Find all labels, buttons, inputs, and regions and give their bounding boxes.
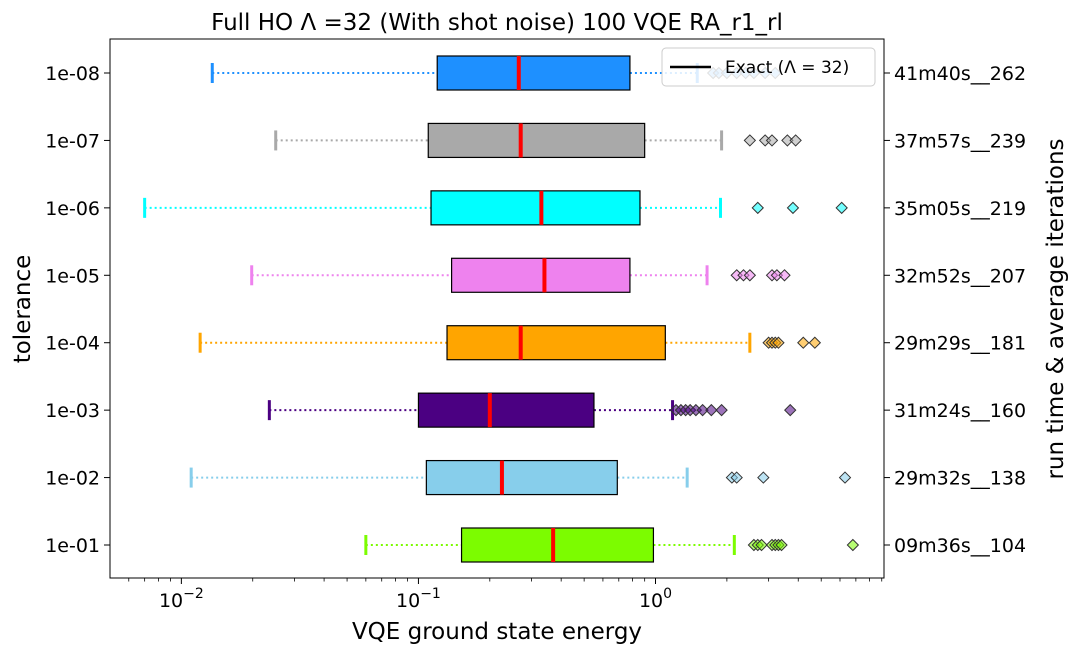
outlier-point xyxy=(775,538,788,552)
outlier-point xyxy=(808,336,822,349)
box-group xyxy=(364,527,860,563)
box-group xyxy=(274,122,802,159)
x-tick-label: 10−2 xyxy=(159,586,204,612)
box-group xyxy=(198,325,822,361)
box-group xyxy=(143,190,848,226)
x-axis: 10−2 10−1 100 xyxy=(128,578,883,612)
outlier-point xyxy=(757,471,770,484)
y-axis-label: tolerance xyxy=(10,255,36,364)
box-iqr xyxy=(425,459,618,496)
box-iqr xyxy=(436,55,631,91)
outlier-point xyxy=(781,134,794,147)
outlier-point xyxy=(765,134,779,147)
y-right-tick-label: 35m05s__219 xyxy=(894,198,1026,220)
outlier-point xyxy=(835,201,848,215)
y-tick-label: 1e-02 xyxy=(45,468,100,490)
outlier-point xyxy=(846,538,860,552)
outlier-point xyxy=(743,269,757,282)
plot-frame xyxy=(109,38,885,579)
x-tick-label: 10−1 xyxy=(396,586,441,612)
box-iqr xyxy=(446,325,666,361)
outlier-point xyxy=(784,403,797,417)
box-group xyxy=(250,257,791,293)
y-tick-label: 1e-01 xyxy=(45,535,100,557)
outlier-point xyxy=(797,336,810,349)
plot-area xyxy=(143,55,860,563)
outlier-point xyxy=(715,403,728,417)
legend-label: Exact (Λ = 32) xyxy=(725,58,849,78)
y-axis-left: 1e-08 1e-07 1e-06 1e-05 1e-04 1e-03 1e-02 1e-01 xyxy=(45,63,110,557)
y-axis-right: 41m40s__262 37m57s__239 35m05s__219 32m52s_… xyxy=(884,63,1026,557)
y-tick-label: 1e-07 xyxy=(45,130,100,152)
outlier-point xyxy=(696,403,709,417)
y-right-tick-label: 09m36s__104 xyxy=(894,535,1026,557)
outlier-point xyxy=(778,269,791,282)
legend-frame xyxy=(661,47,876,87)
y-right-tick-label: 31m24s__160 xyxy=(894,400,1026,422)
y-tick-label: 1e-04 xyxy=(45,333,100,355)
box-iqr xyxy=(451,257,631,293)
y-axis-label-right: run time & average iterations xyxy=(1043,138,1069,479)
y-tick-label: 1e-05 xyxy=(45,265,100,287)
box-iqr xyxy=(460,527,655,563)
y-right-tick-label: 29m29s__181 xyxy=(894,333,1026,355)
y-right-tick-label: 37m57s__239 xyxy=(894,130,1026,152)
outlier-point xyxy=(730,471,743,484)
y-right-tick-label: 32m52s__207 xyxy=(894,265,1026,287)
outlier-point xyxy=(772,336,785,349)
y-tick-label: 1e-06 xyxy=(45,198,100,220)
box-iqr xyxy=(430,190,641,226)
y-right-tick-label: 41m40s__262 xyxy=(894,63,1026,85)
x-axis-label: VQE ground state energy xyxy=(352,619,642,645)
box-group xyxy=(189,459,852,496)
legend: Exact (Λ = 32) xyxy=(661,47,876,87)
y-right-tick-label: 29m32s__138 xyxy=(894,468,1026,490)
outlier-point xyxy=(838,471,852,484)
y-tick-label: 1e-08 xyxy=(45,63,100,85)
outlier-point xyxy=(786,201,800,215)
box-iqr xyxy=(417,392,595,428)
box-group xyxy=(267,392,797,428)
outlier-point xyxy=(789,134,802,147)
outlier-point xyxy=(705,403,718,417)
y-tick-label: 1e-03 xyxy=(45,400,100,422)
x-tick-label: 100 xyxy=(639,586,672,612)
outlier-point xyxy=(755,538,768,552)
outlier-point xyxy=(743,134,757,147)
outlier-point xyxy=(751,201,764,215)
box-iqr xyxy=(427,122,646,159)
chart-title: Full HO Λ =32 (With shot noise) 100 VQE … xyxy=(211,10,783,36)
